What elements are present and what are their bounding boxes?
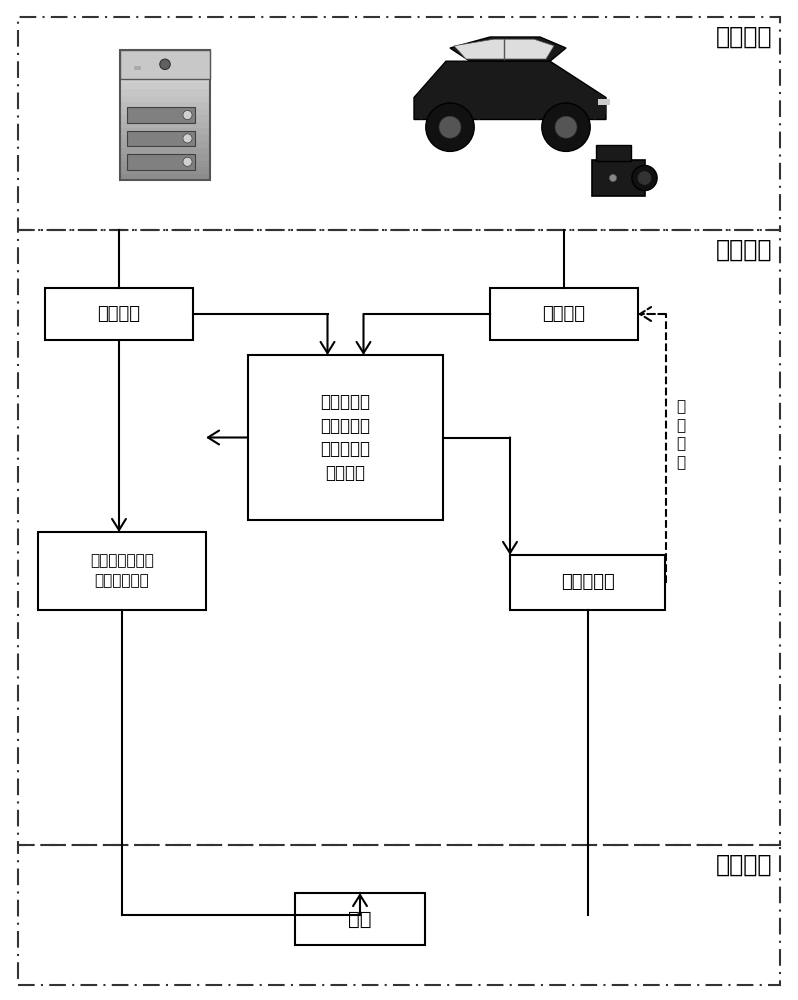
Bar <box>120 115 210 121</box>
Bar <box>120 160 210 167</box>
Text: 更
新
信
号: 更 新 信 号 <box>676 399 685 470</box>
FancyArrowPatch shape <box>208 431 248 444</box>
Polygon shape <box>414 61 606 119</box>
Bar <box>120 102 210 108</box>
Bar <box>120 50 210 56</box>
Bar <box>120 83 210 89</box>
Bar <box>45 288 193 340</box>
Bar <box>127 107 195 123</box>
Text: 获取数据: 获取数据 <box>716 25 772 49</box>
Bar <box>18 230 780 845</box>
Bar <box>120 50 210 79</box>
Bar <box>18 17 780 230</box>
Text: 新增数据: 新增数据 <box>543 305 586 323</box>
Bar <box>120 70 210 76</box>
Bar <box>120 128 210 134</box>
Bar <box>120 134 210 141</box>
Circle shape <box>638 171 652 185</box>
Circle shape <box>426 103 474 151</box>
FancyArrowPatch shape <box>321 314 334 353</box>
Circle shape <box>183 157 192 166</box>
Bar <box>120 147 210 154</box>
Bar <box>120 167 210 174</box>
Circle shape <box>439 116 461 138</box>
Text: 原始数据: 原始数据 <box>97 305 140 323</box>
FancyArrowPatch shape <box>112 340 126 530</box>
Bar <box>586 101 606 114</box>
Circle shape <box>610 174 617 182</box>
Bar <box>127 154 195 170</box>
Bar <box>120 96 210 102</box>
FancyArrowPatch shape <box>357 314 370 353</box>
Text: 数据处理: 数据处理 <box>716 238 772 262</box>
FancyArrowPatch shape <box>503 438 517 553</box>
Text: 概率分布估计的
周期确定方法: 概率分布估计的 周期确定方法 <box>90 554 154 588</box>
Bar <box>120 121 210 128</box>
Bar <box>490 288 638 340</box>
Bar <box>595 145 630 161</box>
Bar <box>598 99 610 105</box>
Circle shape <box>555 116 577 138</box>
Bar <box>120 50 210 180</box>
Text: 新旧数据输
入，用时间
窗得出新的
时间序列: 新旧数据输 入，用时间 窗得出新的 时间序列 <box>321 393 370 482</box>
Bar <box>592 160 645 196</box>
Bar <box>120 56 210 63</box>
Bar <box>127 131 195 146</box>
Bar <box>120 154 210 160</box>
Bar <box>510 555 665 610</box>
Circle shape <box>183 134 192 143</box>
Bar <box>38 532 206 610</box>
Circle shape <box>160 59 170 70</box>
Bar <box>133 66 140 70</box>
Bar <box>120 89 210 96</box>
Polygon shape <box>454 39 554 59</box>
Bar <box>18 845 780 985</box>
Circle shape <box>632 165 657 191</box>
Circle shape <box>183 110 192 120</box>
Circle shape <box>542 103 591 151</box>
Text: 周期: 周期 <box>348 910 372 928</box>
Polygon shape <box>450 37 566 61</box>
Bar <box>248 355 443 520</box>
Bar <box>120 141 210 147</box>
Bar <box>120 76 210 83</box>
Bar <box>120 108 210 115</box>
Text: 迎合度比较: 迎合度比较 <box>561 574 614 591</box>
Text: 获取周期: 获取周期 <box>716 853 772 877</box>
Bar <box>120 63 210 70</box>
FancyArrowPatch shape <box>640 307 666 321</box>
FancyArrowPatch shape <box>353 895 367 915</box>
Bar <box>295 893 425 945</box>
Bar <box>120 174 210 180</box>
